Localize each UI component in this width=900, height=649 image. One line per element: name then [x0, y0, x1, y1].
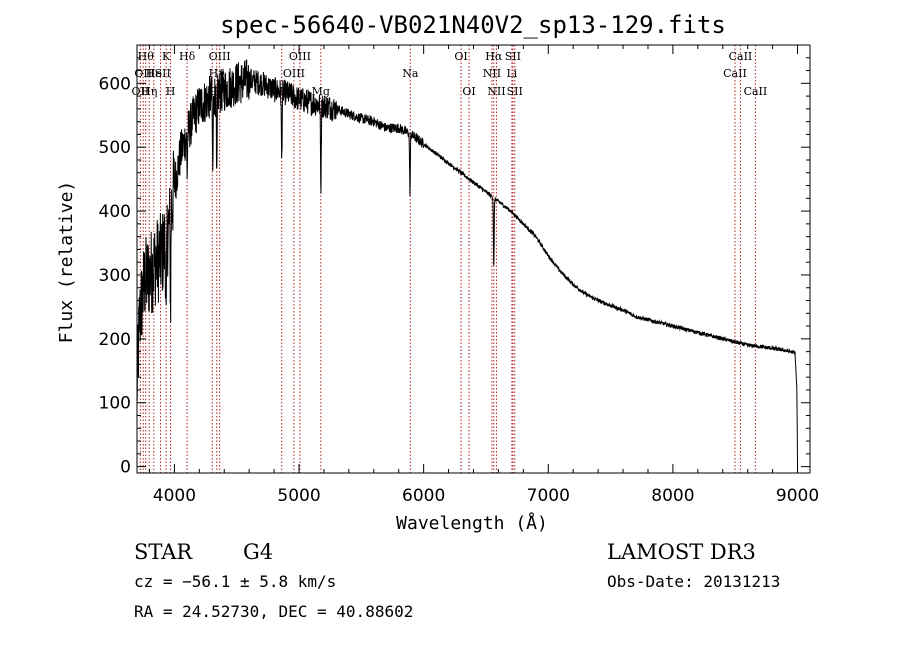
y-tick-label: 300 — [99, 266, 131, 286]
line-marker-label: OIII — [283, 67, 305, 80]
y-axis-label: Flux (relative) — [56, 181, 77, 344]
line-marker-label: H — [166, 85, 176, 98]
line-marker-label: SII — [505, 50, 521, 63]
line-marker-label: OI — [462, 85, 475, 98]
line-marker-label: OII — [132, 85, 150, 98]
line-marker-label: OI — [454, 50, 467, 63]
y-tick-label: 0 — [120, 458, 131, 478]
spectrum-line — [136, 59, 798, 467]
line-marker-label: ISII — [150, 67, 171, 80]
line-marker-label: Hθ — [138, 50, 155, 63]
sky-coordinates: RA = 24.52730, DEC = 40.88602 — [134, 602, 414, 621]
line-markers — [139, 45, 756, 473]
line-marker-label: Hδ — [179, 50, 196, 63]
line-marker-label: Li — [506, 67, 517, 80]
line-marker-label: He — [146, 67, 162, 80]
x-tick-label: 7000 — [527, 486, 570, 506]
line-marker-label: Mg — [312, 85, 330, 98]
x-axis-ticks: 4000 5000 6000 7000 8000 9000 — [148, 45, 819, 506]
line-marker-label: Na — [402, 67, 419, 80]
y-tick-label: 200 — [99, 330, 131, 350]
line-marker-label: K — [162, 50, 171, 63]
x-axis-label: Wavelength (Å) — [396, 512, 548, 534]
line-marker-label: OIII — [209, 50, 231, 63]
line-marker-label: Hη — [141, 85, 157, 98]
observation-date: Obs-Date: 20131213 — [607, 572, 781, 591]
x-tick-label: 8000 — [651, 486, 694, 506]
object-class: STAR — [134, 540, 193, 564]
survey-name: LAMOST DR3 — [607, 540, 756, 564]
line-marker-label: CaII — [729, 50, 753, 63]
y-tick-label: 600 — [99, 74, 131, 94]
line-marker-labels: OIIOIIHθHηHeISIIKHHδGHγOIIIHβOIIIOIIIMgN… — [132, 50, 768, 98]
spectral-subclass: G4 — [243, 540, 274, 564]
line-marker-label: NII — [487, 85, 505, 98]
line-marker-label: CaII — [723, 67, 747, 80]
line-marker-label: SII — [507, 85, 523, 98]
plot-frame — [136, 44, 811, 474]
chart-title: spec-56640-VB021N40V2_sp13-129.fits — [220, 11, 726, 39]
spectrum-plot: spec-56640-VB021N40V2_sp13-129.fits OII O… — [56, 11, 819, 534]
line-marker-label: NII — [483, 67, 501, 80]
y-tick-label: 100 — [99, 394, 131, 414]
x-tick-label: 4000 — [153, 486, 196, 506]
x-tick-label: 6000 — [402, 486, 445, 506]
line-marker-label: Hα — [485, 50, 503, 63]
line-marker-label: CaII — [744, 85, 768, 98]
y-tick-label: 400 — [99, 202, 131, 222]
x-tick-label: 9000 — [776, 486, 819, 506]
redshift-velocity: cz = −56.1 ± 5.8 km/s — [134, 572, 337, 591]
line-marker-label: OIII — [289, 50, 311, 63]
y-tick-label: 500 — [99, 138, 131, 158]
y-axis-ticks: 0 100 200 300 400 500 600 — [99, 57, 810, 478]
x-tick-label: 5000 — [277, 486, 320, 506]
